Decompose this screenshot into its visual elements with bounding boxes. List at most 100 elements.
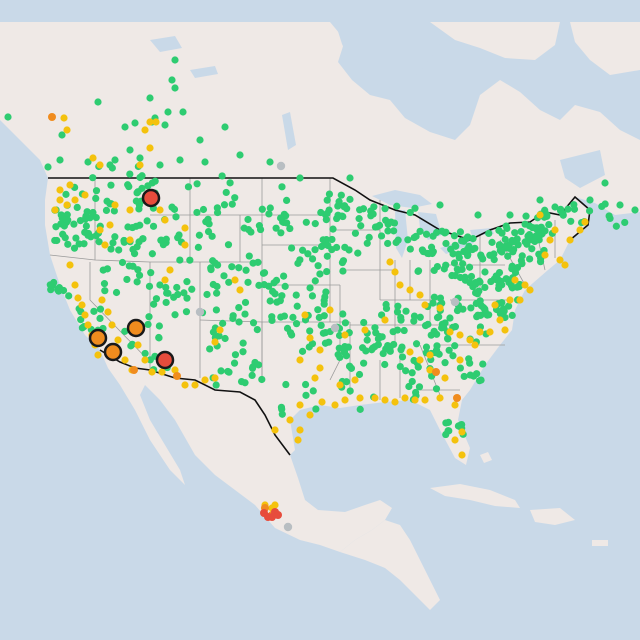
monitor-markers[interactable]	[4, 56, 639, 532]
monitor-moderate-marker[interactable]	[89, 154, 97, 162]
monitor-good-marker[interactable]	[255, 281, 263, 289]
monitor-good-marker[interactable]	[96, 305, 105, 313]
monitor-good-marker[interactable]	[433, 262, 442, 271]
monitor-moderate-marker[interactable]	[566, 236, 574, 244]
monitor-good-marker[interactable]	[406, 245, 414, 253]
monitor-moderate-marker[interactable]	[371, 394, 379, 402]
monitor-moderate-marker[interactable]	[96, 226, 104, 234]
monitor-good-marker[interactable]	[70, 244, 79, 252]
monitor-moderate-marker[interactable]	[421, 301, 429, 309]
monitor-good-marker[interactable]	[402, 367, 410, 375]
monitor-good-marker[interactable]	[296, 174, 304, 182]
monitor-good-marker[interactable]	[155, 334, 163, 342]
monitor-good-marker[interactable]	[131, 119, 139, 127]
monitor-good-marker[interactable]	[422, 230, 431, 238]
monitor-good-marker[interactable]	[355, 215, 363, 223]
monitor-moderate-marker[interactable]	[426, 366, 434, 374]
monitor-good-marker[interactable]	[245, 252, 253, 260]
monitor-good-marker[interactable]	[64, 216, 72, 224]
monitor-good-marker[interactable]	[136, 173, 144, 182]
monitor-good-marker[interactable]	[373, 223, 381, 231]
monitor-good-marker[interactable]	[133, 278, 141, 286]
monitor-moderate-marker[interactable]	[156, 206, 164, 214]
monitor-moderate-marker[interactable]	[506, 296, 514, 304]
monitor-moderate-marker[interactable]	[171, 366, 179, 374]
monitor-good-marker[interactable]	[411, 204, 419, 212]
monitor-moderate-marker[interactable]	[416, 291, 424, 299]
monitor-good-marker[interactable]	[48, 281, 57, 289]
monitor-good-marker[interactable]	[375, 332, 383, 341]
monitor-good-marker[interactable]	[253, 325, 261, 334]
monitor-good-marker[interactable]	[393, 202, 401, 210]
monitor-good-marker[interactable]	[481, 283, 489, 292]
monitor-good-marker[interactable]	[212, 381, 220, 389]
monitor-good-marker[interactable]	[266, 158, 274, 166]
monitor-good-marker[interactable]	[469, 235, 477, 243]
monitor-moderate-marker[interactable]	[436, 304, 444, 312]
monitor-good-marker[interactable]	[322, 216, 330, 224]
monitor-good-marker[interactable]	[458, 237, 466, 245]
monitor-good-marker[interactable]	[260, 269, 269, 277]
monitor-moderate-marker[interactable]	[101, 241, 109, 249]
monitor-moderate-marker[interactable]	[416, 356, 424, 364]
monitor-good-marker[interactable]	[281, 282, 289, 290]
monitor-good-marker[interactable]	[433, 314, 442, 322]
monitor-moderate-marker[interactable]	[78, 301, 86, 309]
monitor-good-marker[interactable]	[356, 405, 364, 413]
monitor-good-marker[interactable]	[173, 283, 181, 292]
monitor-moderate-marker[interactable]	[561, 261, 569, 269]
monitor-good-marker[interactable]	[336, 353, 344, 362]
monitor-good-marker[interactable]	[525, 222, 534, 230]
monitor-good-marker[interactable]	[106, 161, 114, 169]
monitor-good-marker[interactable]	[148, 250, 156, 258]
monitor-moderate-marker[interactable]	[436, 394, 444, 402]
monitor-good-marker[interactable]	[224, 241, 233, 249]
monitor-usg-marker[interactable]	[432, 368, 440, 376]
monitor-good-marker[interactable]	[180, 289, 188, 297]
monitor-good-marker[interactable]	[472, 279, 480, 287]
monitor-good-marker[interactable]	[176, 256, 184, 264]
monitor-good-marker[interactable]	[144, 182, 152, 190]
monitor-moderate-marker[interactable]	[166, 266, 174, 274]
monitor-good-marker[interactable]	[339, 257, 348, 265]
monitor-good-marker[interactable]	[319, 329, 327, 337]
monitor-moderate-marker[interactable]	[71, 281, 79, 289]
monitor-good-marker[interactable]	[84, 158, 92, 166]
monitor-good-marker[interactable]	[182, 308, 191, 316]
monitor-good-marker[interactable]	[171, 311, 179, 319]
monitor-moderate-marker[interactable]	[316, 364, 324, 372]
monitor-good-marker[interactable]	[268, 316, 276, 325]
monitor-good-marker[interactable]	[394, 236, 402, 244]
monitor-good-marker[interactable]	[309, 387, 317, 395]
monitor-good-marker[interactable]	[60, 222, 68, 230]
monitor-good-marker[interactable]	[440, 323, 448, 332]
monitor-good-marker[interactable]	[414, 267, 423, 275]
monitor-moderate-marker[interactable]	[501, 326, 509, 334]
monitor-good-marker[interactable]	[479, 255, 487, 263]
monitor-good-marker[interactable]	[466, 278, 474, 287]
monitor-good-marker[interactable]	[70, 220, 78, 228]
monitor-moderate-marker[interactable]	[81, 311, 89, 319]
monitor-moderate-marker[interactable]	[71, 196, 79, 204]
monitor-good-marker[interactable]	[151, 177, 159, 185]
monitor-moderate-marker[interactable]	[546, 236, 554, 244]
monitor-good-marker[interactable]	[505, 302, 513, 310]
monitor-good-marker[interactable]	[393, 308, 402, 316]
monitor-moderate-marker[interactable]	[456, 356, 464, 364]
monitor-good-marker[interactable]	[450, 259, 459, 267]
monitor-moderate-marker[interactable]	[541, 251, 549, 259]
monitor-good-marker[interactable]	[357, 222, 365, 230]
monitor-good-marker[interactable]	[481, 268, 489, 276]
monitor-good-marker[interactable]	[289, 313, 297, 321]
monitor-good-marker[interactable]	[266, 204, 274, 212]
monitor-good-marker[interactable]	[408, 369, 416, 377]
monitor-good-marker[interactable]	[379, 349, 387, 358]
monitor-moderate-marker[interactable]	[576, 226, 584, 234]
monitor-good-marker[interactable]	[502, 222, 510, 230]
monitor-good-marker[interactable]	[456, 421, 465, 429]
monitor-good-marker[interactable]	[458, 265, 466, 274]
monitor-good-marker[interactable]	[432, 385, 441, 393]
monitor-moderate-marker[interactable]	[146, 144, 154, 152]
monitor-moderate-marker[interactable]	[341, 331, 349, 339]
monitor-good-marker[interactable]	[57, 211, 65, 219]
